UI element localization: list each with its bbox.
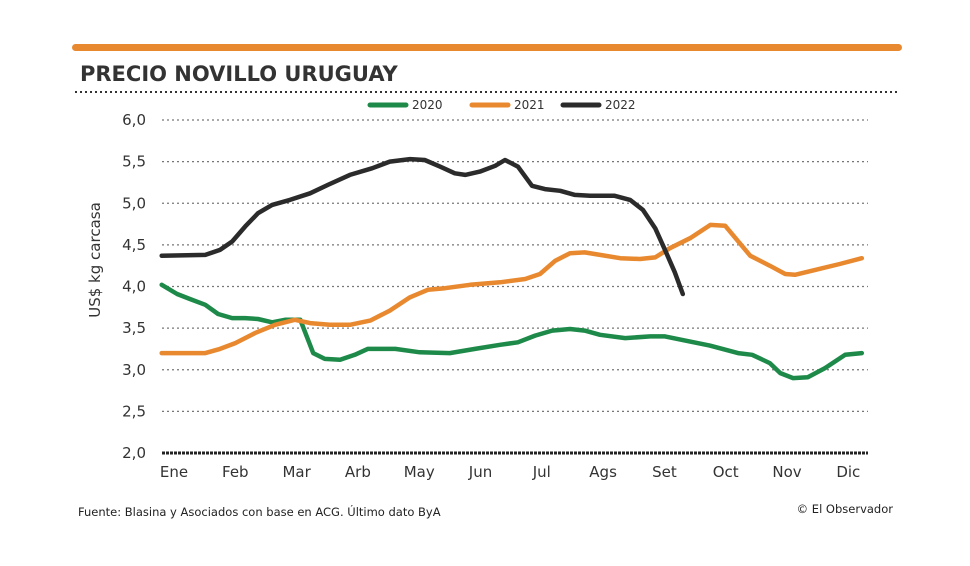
y-tick-label: 4,5 xyxy=(122,236,146,254)
x-tick-label: May xyxy=(404,463,435,481)
x-axis: Ene Feb Mar Arb May Jun Jul Ags Set Oct Nov Dic xyxy=(160,463,860,481)
x-tick-label: Arb xyxy=(345,463,371,481)
series-line-2020 xyxy=(159,282,865,381)
x-tick-label: Set xyxy=(652,463,677,481)
legend-label-2022: 2022 xyxy=(605,98,636,112)
x-tick-label: Dic xyxy=(836,463,860,481)
x-tick-label: Mar xyxy=(282,463,311,481)
y-tick-label: 5,0 xyxy=(122,194,146,212)
y-tick-label: 5,5 xyxy=(122,153,146,171)
y-tick-label: 4,0 xyxy=(122,278,146,296)
x-tick-label: Jun xyxy=(468,463,492,481)
x-tick-label: Nov xyxy=(772,463,801,481)
grid xyxy=(162,119,868,455)
source-note: Fuente: Blasina y Asociados con base en … xyxy=(78,504,441,519)
y-tick-label: 2,0 xyxy=(122,444,146,462)
accent-bar xyxy=(72,44,902,51)
y-tick-label: 2,5 xyxy=(122,402,146,420)
series-lines xyxy=(159,156,865,381)
x-tick-label: Feb xyxy=(222,463,249,481)
x-tick-label: Ags xyxy=(589,463,617,481)
x-tick-label: Jul xyxy=(532,463,551,481)
y-axis: 6,0 5,5 5,0 4,5 4,0 3,5 3,0 2,5 2,0 xyxy=(122,111,146,462)
chart-title: PRECIO NOVILLO URUGUAY xyxy=(80,62,399,86)
series-line-2021 xyxy=(159,222,865,356)
legend: 2020 2021 2022 xyxy=(367,98,636,112)
x-tick-label: Ene xyxy=(160,463,188,481)
series-line-2022 xyxy=(159,156,686,297)
y-axis-label: US$ kg carcasa xyxy=(86,202,104,318)
x-tick-label: Oct xyxy=(713,463,739,481)
legend-label-2021: 2021 xyxy=(514,98,545,112)
credit: © El Observador xyxy=(797,502,894,516)
legend-label-2020: 2020 xyxy=(412,98,443,112)
y-tick-label: 3,5 xyxy=(122,319,146,337)
y-tick-label: 3,0 xyxy=(122,361,146,379)
y-tick-label: 6,0 xyxy=(122,111,146,129)
